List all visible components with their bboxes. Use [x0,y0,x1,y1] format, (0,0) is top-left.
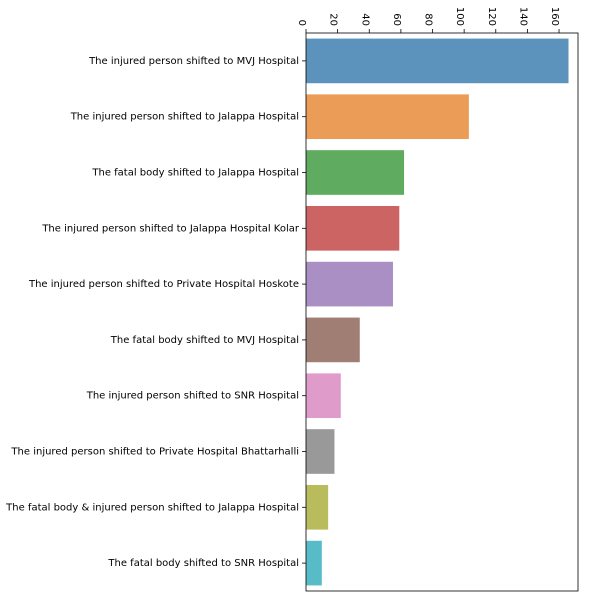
bar-5 [306,261,393,307]
x-tick-label-120: 120 [486,7,497,26]
bar-2 [306,94,469,140]
category-label-8: The injured person shifted to Private Ho… [10,447,299,458]
bar-9 [306,484,329,530]
category-label-5: The injured person shifted to Private Ho… [28,279,299,290]
category-label-3: The fatal body shifted to Jalappa Hospit… [91,168,299,179]
category-label-1: The injured person shifted to MVJ Hospit… [88,56,299,67]
category-label-2: The injured person shifted to Jalappa Ho… [70,112,299,123]
x-tick-label-40: 40 [359,13,370,26]
bar-8 [306,429,335,474]
x-tick-label-60: 60 [391,13,402,26]
category-label-4: The injured person shifted to Jalappa Ho… [41,223,300,234]
category-label-6: The fatal body shifted to MVJ Hospital [110,335,299,346]
x-tick-label-100: 100 [454,7,465,26]
bar-4 [306,205,400,251]
category-label-10: The fatal body shifted to SNR Hospital [107,558,299,569]
plot-frame [305,32,579,592]
category-label-7: The injured person shifted to SNR Hospit… [86,391,299,402]
bar-10 [306,540,322,586]
bar-3 [306,150,405,195]
x-tick-label-140: 140 [517,7,528,26]
bar-7 [306,373,341,419]
bar-6 [306,317,360,363]
category-label-9: The fatal body & injured person shifted … [5,502,299,513]
x-tick-label-20: 20 [328,13,339,26]
x-tick-label-160: 160 [549,7,560,26]
x-tick-label-0: 0 [296,20,307,26]
bar-1 [306,38,569,84]
x-tick-label-80: 80 [423,13,434,26]
